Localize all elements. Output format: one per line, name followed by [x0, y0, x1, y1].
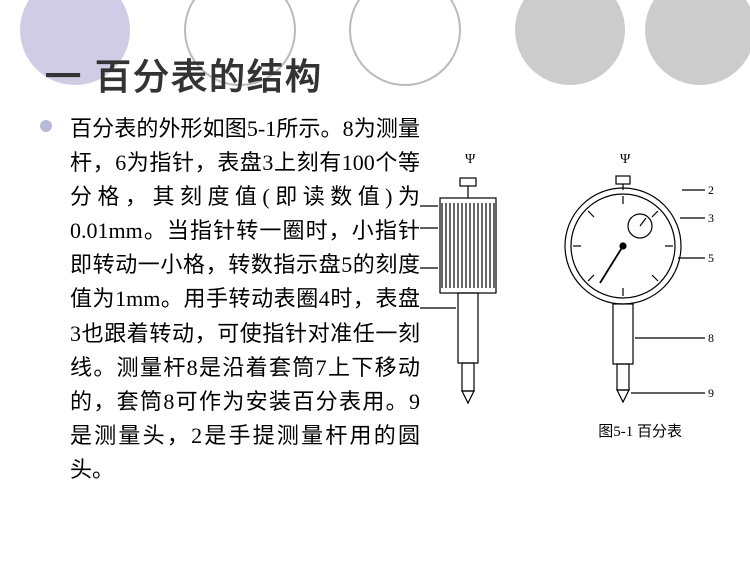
bullet-icon	[40, 120, 52, 132]
figure-caption: 图5-1 百分表	[598, 420, 682, 441]
figure-diagram: Ψ 1	[420, 148, 730, 448]
svg-text:5: 5	[708, 251, 714, 265]
svg-text:Ψ: Ψ	[465, 152, 476, 167]
body-paragraph: 百分表的外形如图5-1所示。8为测量杆，6为指针，表盘3上刻有100个等分格，其…	[70, 112, 420, 487]
svg-text:2: 2	[708, 183, 714, 197]
svg-text:Ψ: Ψ	[620, 152, 631, 167]
svg-text:9: 9	[708, 386, 714, 400]
svg-text:3: 3	[708, 211, 714, 225]
page-title: 一 百分表的结构	[45, 48, 323, 100]
svg-text:8: 8	[708, 331, 714, 345]
